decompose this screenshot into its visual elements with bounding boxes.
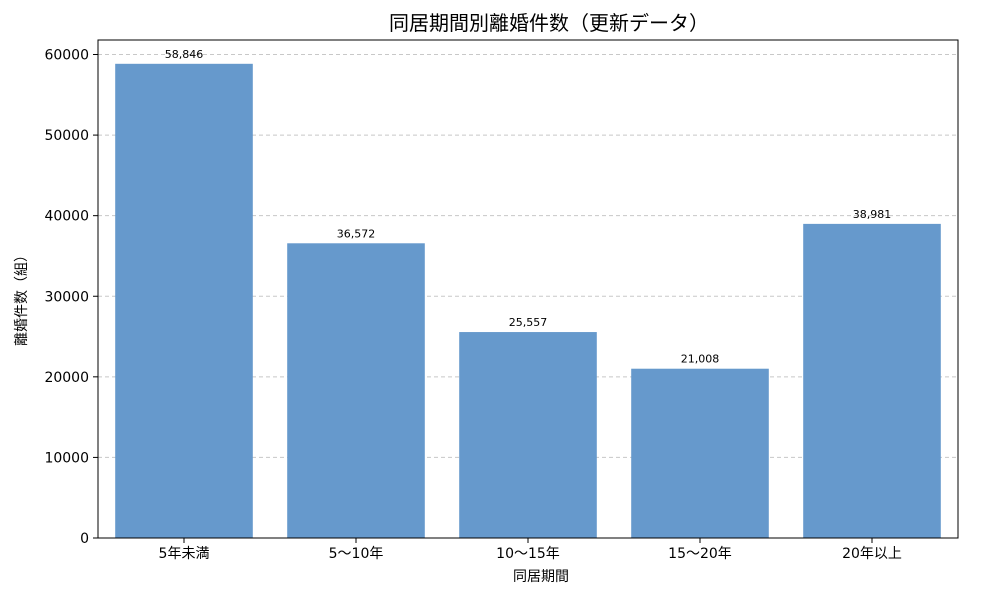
- bar: [803, 223, 941, 538]
- y-tick-label: 40000: [44, 209, 89, 225]
- y-tick-label: 50000: [44, 128, 89, 144]
- y-tick-label: 30000: [44, 289, 89, 305]
- data-label: 38,981: [853, 208, 892, 221]
- bar: [287, 243, 425, 539]
- bar: [115, 63, 253, 538]
- x-tick-label: 15〜20年: [668, 546, 732, 562]
- bars: [115, 63, 941, 539]
- data-label: 36,572: [337, 227, 376, 240]
- x-tick-label: 20年以上: [842, 546, 902, 562]
- ticks: 5年未満 5〜10年 10〜15年 15〜20年 20年以上 0 10000 20000 300…: [44, 48, 901, 562]
- y-tick-label: 10000: [44, 450, 89, 466]
- bar: [631, 368, 769, 538]
- x-axis-title: 同居期間: [513, 569, 569, 585]
- x-tick-label: 5年未満: [159, 546, 210, 562]
- data-labels: 58,846 36,572 25,557 21,008 38,981: [165, 48, 892, 366]
- x-tick-label: 5〜10年: [329, 546, 384, 562]
- data-label: 25,557: [509, 316, 548, 329]
- x-tick-label: 10〜15年: [496, 546, 560, 562]
- data-label: 21,008: [681, 353, 720, 366]
- y-tick-label: 20000: [44, 370, 89, 386]
- y-tick-label: 60000: [44, 48, 89, 64]
- data-label: 58,846: [165, 48, 204, 61]
- chart-title: 同居期間別離婚件数（更新データ）: [389, 11, 709, 35]
- y-tick-label: 0: [80, 531, 89, 547]
- bar: [459, 332, 597, 538]
- y-axis-title: 離婚件数（組）: [13, 248, 30, 346]
